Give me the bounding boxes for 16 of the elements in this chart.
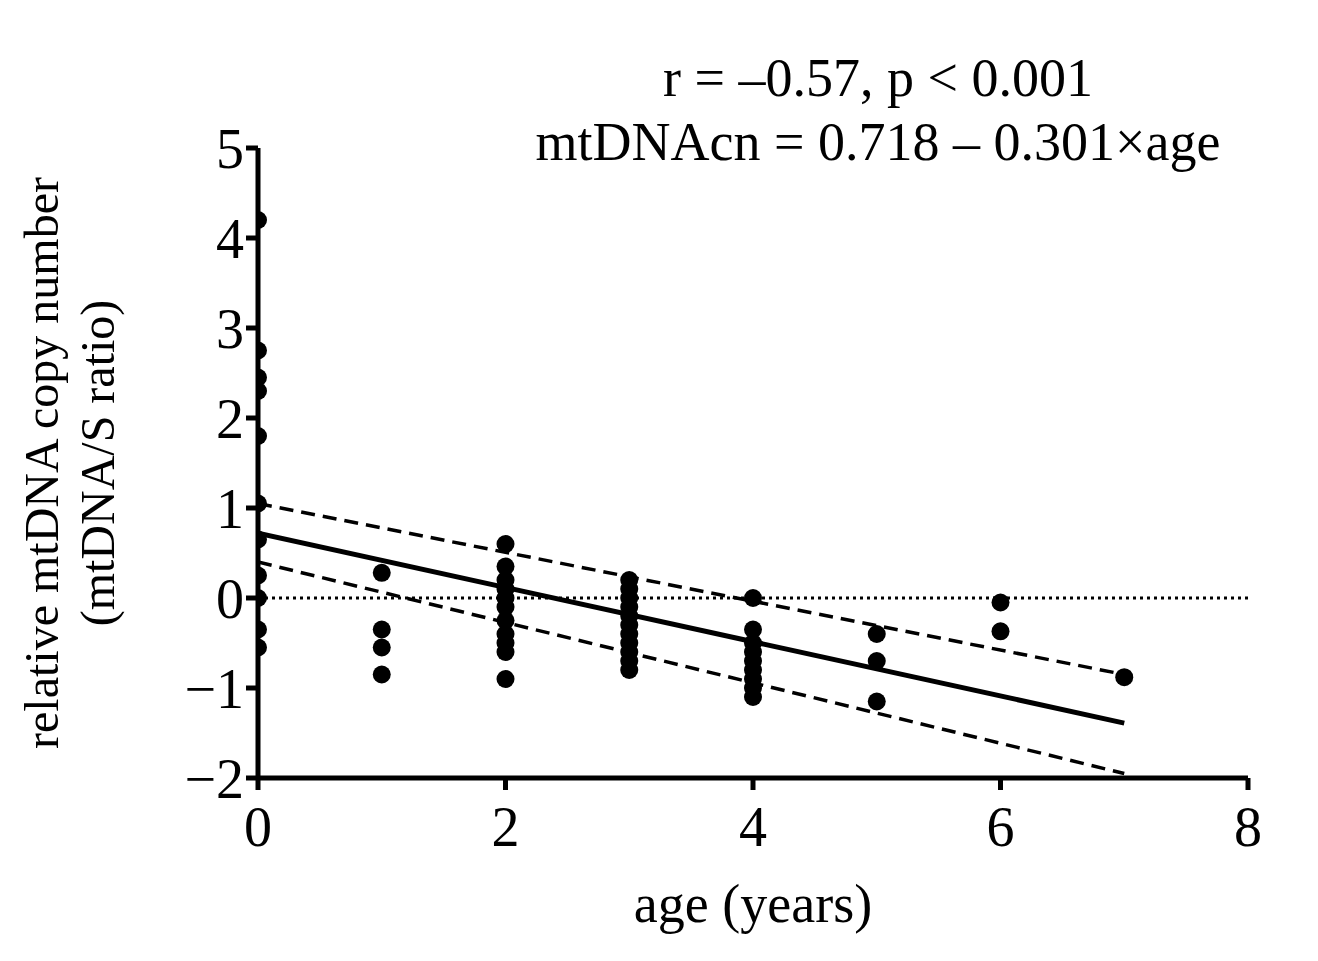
- x-tick-label: 2: [491, 795, 520, 858]
- y-tick-label: 5: [216, 117, 244, 180]
- y-axis-title: relative mtDNA copy number (mtDNA/S ratio): [15, 177, 125, 749]
- y-tick-label: 4: [216, 207, 244, 270]
- y-tick-label: 2: [216, 387, 244, 450]
- y-tick-label: 0: [216, 567, 244, 630]
- y-tick-label: −2: [184, 747, 244, 810]
- chart-subtitle: mtDNAcn = 0.718 – 0.301×age: [534, 111, 1222, 174]
- y-tick-label: 1: [216, 477, 244, 540]
- x-axis-title: age (years): [633, 874, 873, 934]
- chart-title: r = –0.57, p < 0.001: [662, 47, 1094, 110]
- x-tick-label: 8: [1234, 795, 1262, 858]
- x-tick-label: 6: [986, 795, 1015, 858]
- y-tick-label: −1: [184, 657, 244, 720]
- x-tick-label: 4: [739, 795, 767, 858]
- y-tick-label: 3: [216, 297, 244, 360]
